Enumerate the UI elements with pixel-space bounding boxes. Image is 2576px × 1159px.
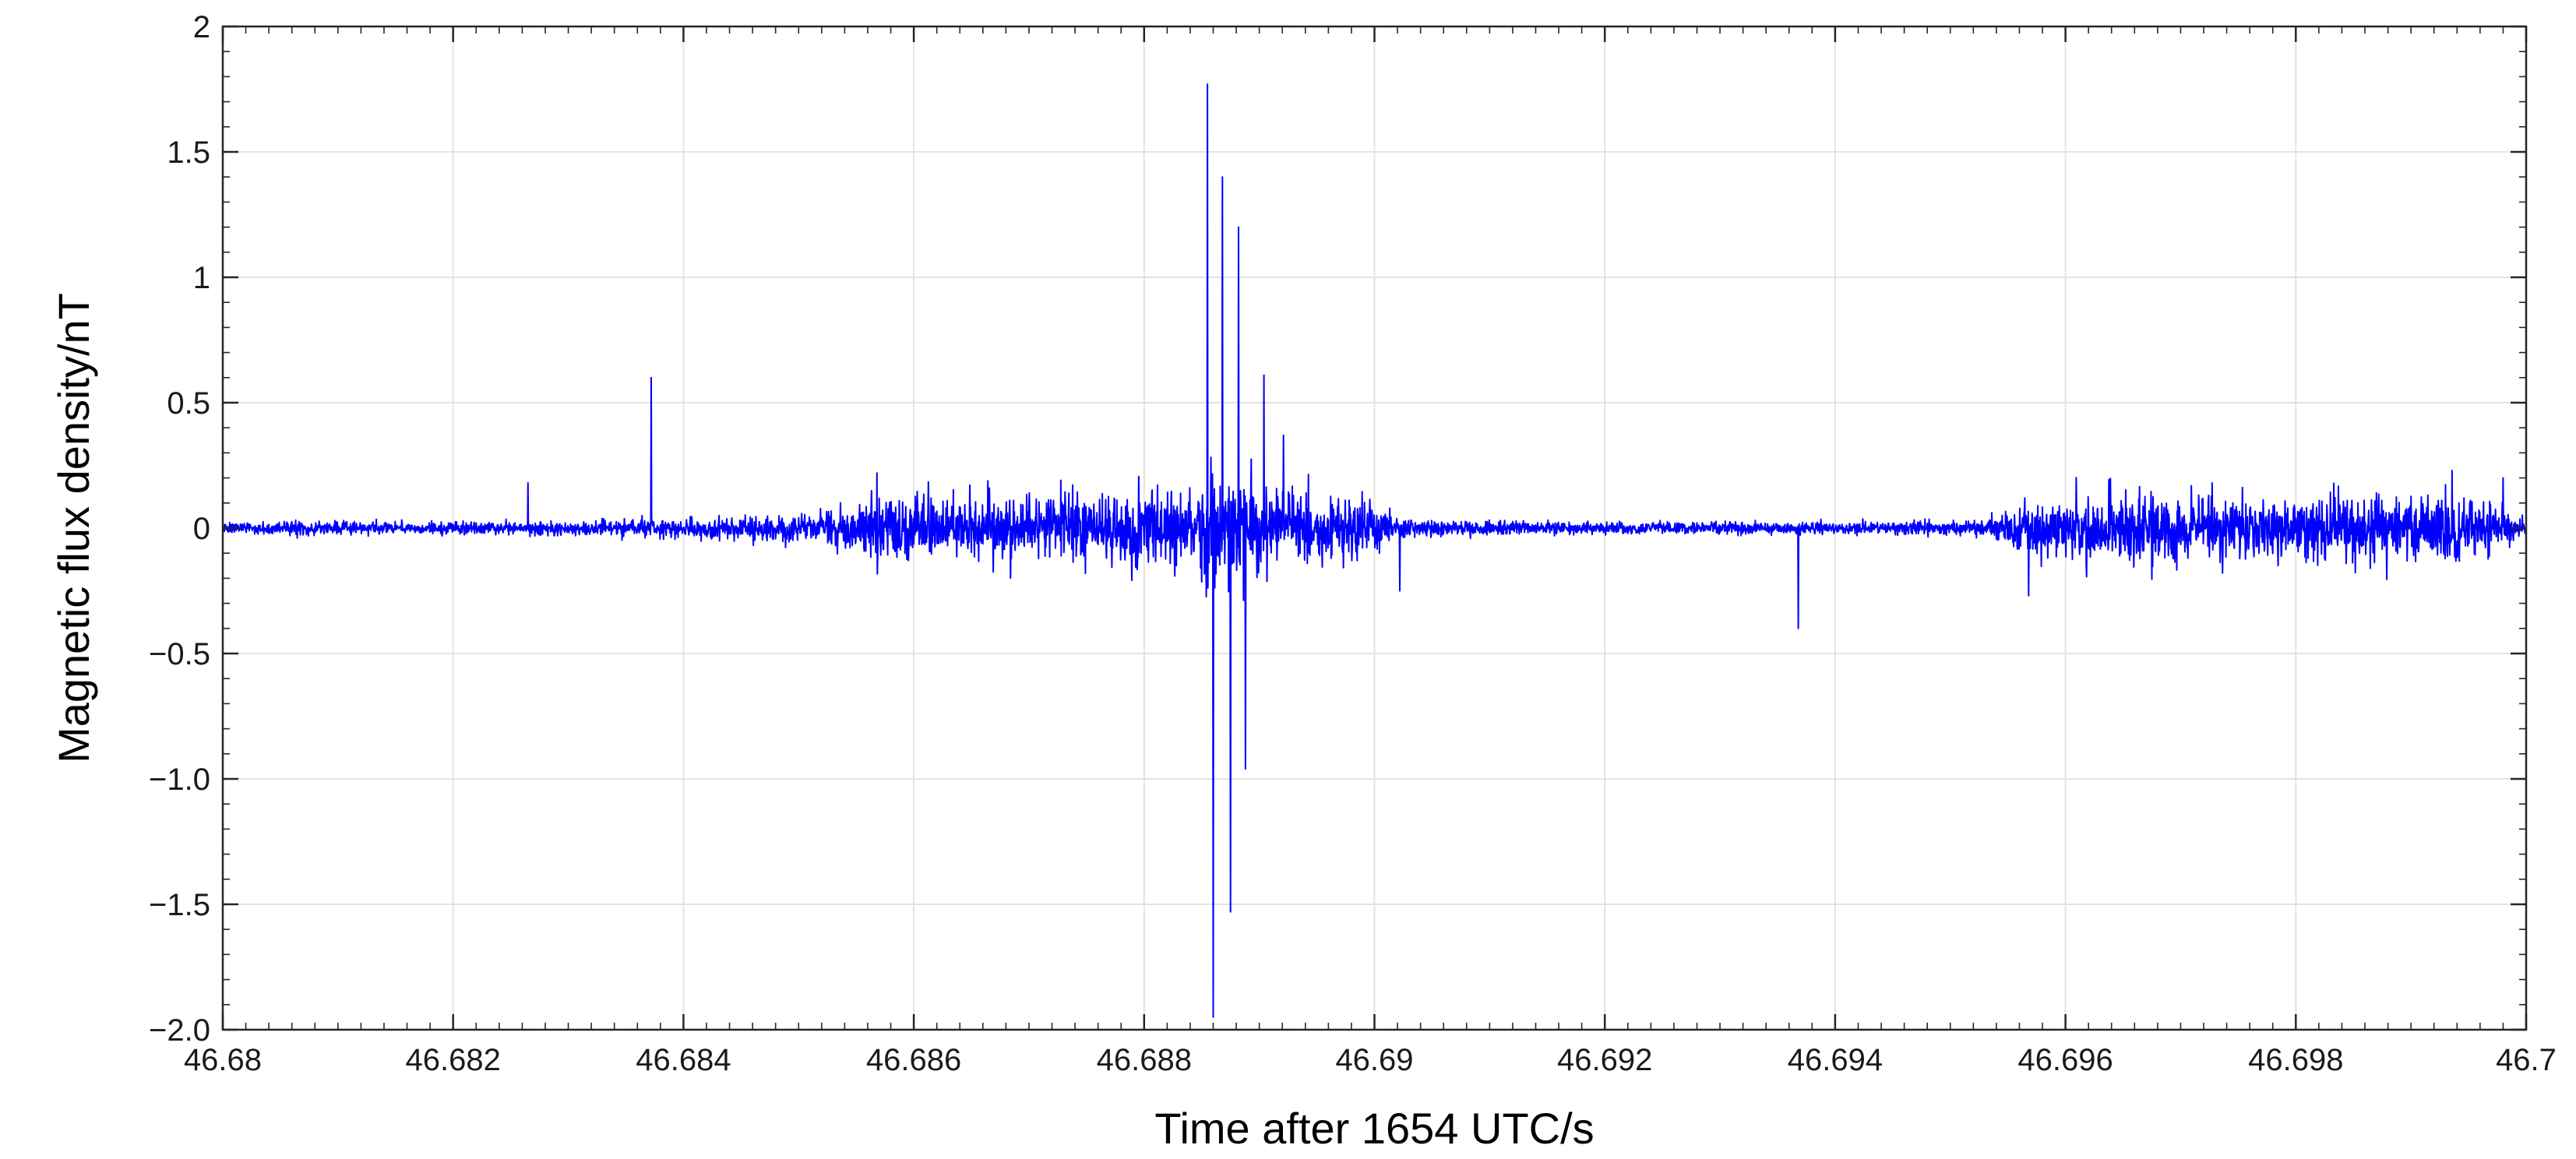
series-layer	[222, 83, 2527, 1018]
x-tick-label: 46.684	[636, 1043, 731, 1077]
x-tick-label: 46.682	[406, 1043, 501, 1077]
y-tick-label: 2	[193, 10, 210, 44]
x-tick-label: 46.692	[1557, 1043, 1652, 1077]
y-tick-label: 0.5	[167, 386, 210, 421]
y-tick-label: −1.5	[149, 888, 210, 922]
y-tick-label: 1	[193, 261, 210, 295]
x-tick-label: 46.694	[1788, 1043, 1883, 1077]
y-tick-label: −1.0	[149, 763, 210, 797]
x-tick-label: 46.698	[2248, 1043, 2343, 1077]
y-axis-title: Magnetic flux density/nT	[49, 293, 98, 763]
x-tick-label: 46.688	[1097, 1043, 1192, 1077]
series-line	[222, 83, 2527, 1018]
x-axis-ticks: 46.68 46.682 46.684 46.686 46.688 46.69 46.692…	[184, 26, 2557, 1077]
y-tick-label: 0	[193, 512, 210, 546]
x-tick-label: 46.69	[1335, 1043, 1413, 1077]
x-tick-label: 46.7	[2496, 1043, 2557, 1077]
y-tick-label: 1.5	[167, 136, 210, 170]
y-tick-label: −0.5	[149, 637, 210, 671]
x-tick-label: 46.686	[866, 1043, 961, 1077]
x-axis-title: Time after 1654 UTC/s	[1154, 1104, 1594, 1153]
x-tick-label: 46.696	[2017, 1043, 2113, 1077]
y-tick-label: −2.0	[149, 1013, 210, 1048]
y-axis-ticks: 2 1.5 1 0.5 0 −0.5 −1.0 −1.5 −2.0	[149, 10, 2526, 1048]
x-tick-label: 46.68	[184, 1043, 262, 1077]
